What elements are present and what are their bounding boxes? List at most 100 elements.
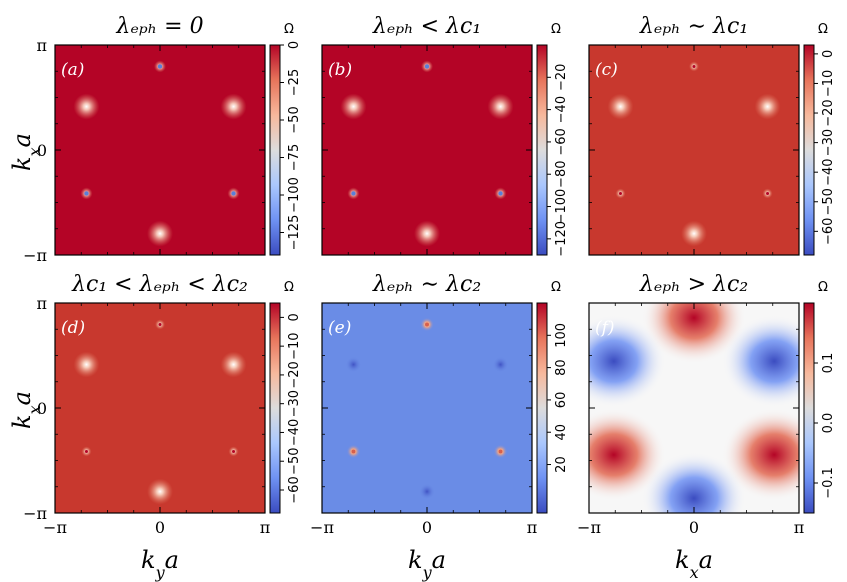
colorbar-tick-label: −10 (287, 332, 302, 359)
colorbar-label: Ω (818, 280, 828, 295)
glow-spot (487, 93, 514, 120)
x-tick-label: −π (577, 518, 601, 537)
x-tick-label: π (527, 518, 538, 537)
y-tick-label: π (36, 36, 47, 55)
glow-spot (73, 93, 100, 120)
colorbar (536, 44, 548, 256)
colorbar-tick-label: 0 (287, 313, 302, 321)
colorbar-tick-label: 0.1 (821, 353, 836, 374)
y-axis-label-bottom: kxa (8, 391, 44, 429)
ring-core (84, 191, 89, 196)
glow-spot (220, 351, 247, 378)
positive-lobe (642, 303, 746, 364)
colorbar-tick-label: 0 (287, 41, 302, 49)
colorbar-tick-label: −60 (821, 218, 836, 245)
colorbar-tick-label: −20 (554, 64, 569, 91)
heatmap-background (55, 303, 265, 513)
y-tick-label: 0 (37, 399, 47, 418)
colorbar-tick-label: −100 (287, 177, 302, 213)
ring-core (231, 191, 236, 196)
panel-e: −π 0 π (e) λₑₚₕ ∼ λc₂ Ω 100 80 60 40 20 (310, 272, 569, 537)
heatmap-area (589, 303, 799, 513)
small-core (766, 191, 770, 195)
dark-spot (419, 483, 435, 500)
colorbar-tick-label: 100 (554, 323, 569, 348)
colorbar-tick-label: −50 (287, 106, 302, 133)
glow-spot (220, 93, 247, 120)
heatmap-background (589, 45, 799, 255)
hot-core (425, 322, 429, 327)
x-tick-label: 0 (689, 518, 699, 537)
heatmap-background (55, 45, 265, 255)
colorbar-label: Ω (284, 280, 294, 295)
ring-core (157, 64, 163, 69)
panel-a: π 0 −π (a) λₑₚₕ = 0 Ω 0 −25 −50 −75 −100 −125 (23, 14, 302, 265)
ring-core (498, 191, 503, 196)
heatmap-background (322, 303, 532, 513)
colorbar-tick-label: −125 (287, 215, 302, 251)
y-tick-label: π (36, 294, 47, 313)
colorbar-tick-label: 0.0 (821, 413, 836, 434)
x-tick-label: π (794, 518, 805, 537)
colorbar-tick-label: −100 (554, 189, 569, 225)
glow-spot (340, 93, 367, 120)
positive-lobe (722, 408, 799, 501)
glow-spot (73, 351, 100, 378)
colorbar-tick-label: −50 (821, 188, 836, 215)
colorbar-tick-label: 40 (554, 424, 569, 441)
colorbar-tick-label: −40 (821, 158, 836, 185)
panel-b: (b) λₑₚₕ < λc₁ Ω −20 −40 −60 −80−100−120 (321, 14, 569, 257)
glow-spot (147, 220, 173, 247)
colorbar-tick-label: −80 (554, 161, 569, 188)
glow-spot (754, 93, 781, 120)
x-tick-label: π (260, 518, 271, 537)
ring-core (424, 64, 430, 69)
heatmap-area (589, 45, 799, 255)
panel-title: λₑₚₕ < λc₁ (372, 14, 481, 39)
small-core (158, 322, 162, 326)
x-tick-label: 0 (155, 518, 165, 537)
x-tick-label: −π (310, 518, 334, 537)
y-tick-label: −π (23, 504, 47, 523)
colorbar (803, 44, 815, 256)
small-core (692, 64, 696, 68)
x-tick-label: −π (43, 518, 67, 537)
panel-label: (a) (61, 60, 84, 80)
colorbar-tick-label: −75 (287, 144, 302, 171)
panel-label: (c) (595, 60, 618, 80)
heatmap-area (55, 303, 265, 513)
colorbar-tick-label: 0 (821, 50, 836, 58)
panel-c: (c) λₑₚₕ ∼ λc₁ Ω 0 −10 −20 −30 −40 −50 −60 (588, 14, 836, 256)
glow-spot (147, 478, 173, 505)
colorbar-tick-label: 20 (554, 456, 569, 473)
x-axis-label-right: kxa (675, 546, 713, 582)
colorbar-tick-label: −40 (287, 419, 302, 446)
y-tick-label: 0 (37, 141, 47, 160)
panel-title: λₑₚₕ ∼ λc₂ (372, 272, 481, 297)
colorbar-tick-label: −60 (554, 128, 569, 155)
panel-title: λₑₚₕ = 0 (115, 14, 203, 39)
colorbar (536, 302, 548, 514)
panel-d: π 0 −π−π 0 π (d) λc₁ < λₑₚₕ < λc₂ Ω 0 −10 −20 −30 −4… (23, 272, 302, 537)
glow-spot (414, 220, 440, 247)
glow-spot (681, 220, 707, 247)
colorbar-tick-label: −60 (287, 476, 302, 503)
positive-lobe (589, 408, 666, 501)
colorbar (803, 302, 815, 514)
y-tick-label: −π (23, 246, 47, 265)
panel-label: (d) (61, 318, 85, 338)
colorbar-tick-label: −50 (287, 448, 302, 475)
colorbar-tick-label: −120 (554, 221, 569, 257)
heatmap-background (322, 45, 532, 255)
small-core (232, 449, 236, 453)
dark-spot (492, 356, 509, 373)
colorbar-label: Ω (551, 22, 561, 37)
panel-label: (e) (328, 318, 351, 338)
hot-core (498, 449, 503, 454)
panel-title: λₑₚₕ ∼ λc₁ (639, 14, 748, 39)
colorbar (269, 302, 281, 514)
colorbar-tick-label: 60 (554, 392, 569, 409)
x-axis-label-left: kya (141, 546, 179, 582)
colorbar-label: Ω (551, 280, 561, 295)
